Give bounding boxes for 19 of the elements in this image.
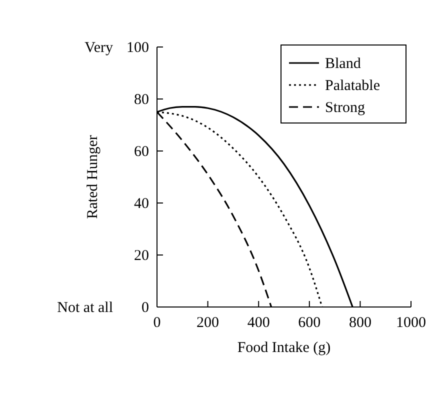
legend-label: Palatable bbox=[325, 78, 380, 94]
text: Very bbox=[84, 40, 114, 56]
x-tick-label: 1000 bbox=[396, 315, 426, 331]
y-tick-label: 0 bbox=[142, 300, 149, 316]
x-tick-label: 600 bbox=[298, 315, 321, 331]
x-axis-title: Food Intake (g) bbox=[237, 340, 331, 356]
y-axis-title: Rated Hunger bbox=[85, 135, 101, 219]
legend-label: Bland bbox=[325, 56, 362, 72]
y-tick-label: 100 bbox=[126, 40, 149, 56]
x-tick-label: 200 bbox=[196, 315, 220, 331]
y-tick-label: 60 bbox=[134, 144, 149, 160]
y-tick-label: 40 bbox=[134, 196, 149, 212]
x-tick-label: 0 bbox=[153, 315, 161, 331]
x-tick-label: 800 bbox=[348, 315, 372, 331]
text: Not at all bbox=[57, 300, 113, 316]
y-tick-label: 20 bbox=[134, 248, 149, 264]
legend-label: Strong bbox=[325, 100, 366, 116]
x-tick-label: 400 bbox=[247, 315, 270, 331]
y-tick-label: 80 bbox=[134, 92, 149, 108]
